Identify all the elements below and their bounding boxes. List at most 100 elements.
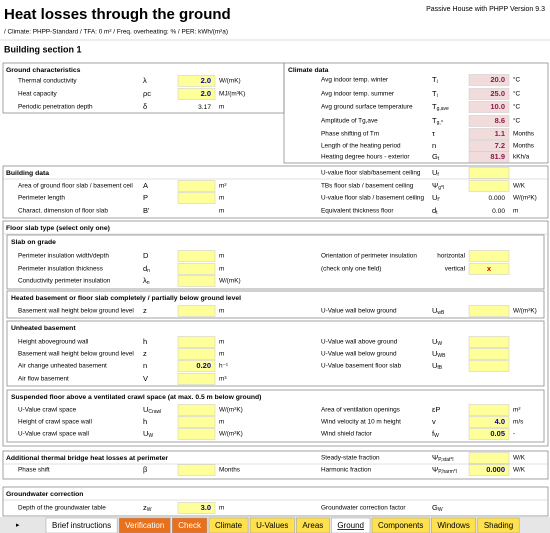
sheet-tab[interactable] <box>331 517 371 533</box>
input-cell[interactable] <box>468 360 510 372</box>
symbol-main: T <box>432 75 437 84</box>
input-cell[interactable] <box>468 250 510 262</box>
section-box <box>283 62 549 164</box>
input-cell[interactable] <box>177 305 216 317</box>
input-cell[interactable] <box>177 404 216 416</box>
title: Heat losses through the ground <box>4 6 231 23</box>
symbol-main: U <box>432 337 437 346</box>
symbol: Ti <box>432 75 438 85</box>
symbol-main: β <box>143 465 148 474</box>
unit: m <box>219 351 224 358</box>
field-label: Perimeter insulation thickness <box>18 266 103 273</box>
symbol: Tg,ave <box>432 102 449 112</box>
sheet-tab[interactable] <box>118 517 171 533</box>
input-cell[interactable] <box>468 305 510 317</box>
sheet-tab-label[interactable]: Ground <box>337 521 364 530</box>
symbol-main: U <box>432 306 437 315</box>
symbol-sub: f <box>437 172 439 178</box>
input-cell[interactable] <box>468 88 510 100</box>
input-cell[interactable] <box>468 180 510 192</box>
symbol-main: ρc <box>143 89 151 98</box>
sheet-tab[interactable] <box>45 517 118 533</box>
sheet-tab[interactable] <box>431 517 477 533</box>
symbol-main: Ψ <box>432 465 438 474</box>
sheet-tab-label[interactable]: Windows <box>437 521 469 530</box>
symbol-main: T <box>432 102 437 111</box>
input-cell[interactable] <box>468 128 510 140</box>
sheet-tab[interactable] <box>249 517 295 533</box>
unit: W/(m²K) <box>513 308 537 315</box>
sheet-tab-label[interactable]: Verification <box>125 521 164 530</box>
input-cell[interactable] <box>468 464 510 476</box>
input-cell[interactable] <box>177 275 216 287</box>
input-cell[interactable] <box>468 101 510 113</box>
field-label: U-value floor slab/basement ceiling <box>321 170 421 177</box>
input-cell[interactable] <box>468 428 510 440</box>
sheet-tab[interactable] <box>371 517 430 533</box>
symbol: v <box>432 417 436 426</box>
section-heading: Climate data <box>288 67 329 74</box>
sheet-tab-label[interactable]: Climate <box>215 521 243 530</box>
symbol-sub: g,ave <box>437 106 449 112</box>
symbol-sub: W <box>438 507 443 513</box>
sheet-tab-label[interactable]: Areas <box>302 521 323 530</box>
sheet-tab[interactable] <box>208 517 249 533</box>
input-cell[interactable] <box>177 88 216 100</box>
input-cell[interactable] <box>177 464 216 476</box>
input-cell[interactable] <box>177 373 216 385</box>
symbol: n <box>432 141 436 150</box>
symbol-sub: WB <box>437 353 446 359</box>
symbol-main: U <box>432 193 437 202</box>
input-cell[interactable] <box>468 348 510 360</box>
input-cell[interactable] <box>177 416 216 428</box>
input-cell[interactable] <box>177 192 216 204</box>
symbol-main: h <box>143 337 147 346</box>
field-value: 4.0 <box>495 417 505 426</box>
input-cell[interactable] <box>177 502 216 514</box>
input-cell[interactable] <box>177 336 216 348</box>
sheet-tab-label[interactable]: Components <box>378 521 423 530</box>
symbol-sub: W <box>437 341 442 347</box>
input-cell[interactable] <box>177 75 216 87</box>
unit: m/s <box>513 419 523 426</box>
input-cell[interactable] <box>177 180 216 192</box>
sheet-tab[interactable] <box>296 517 330 533</box>
section-heading: Ground characteristics <box>6 67 81 74</box>
symbol: P <box>143 193 148 202</box>
sheet-tab-label[interactable]: U-Values <box>256 521 288 530</box>
input-cell[interactable] <box>468 336 510 348</box>
input-cell[interactable] <box>468 151 510 163</box>
input-cell[interactable] <box>468 263 510 275</box>
section-heading: Floor slab type (select only one) <box>6 225 110 232</box>
input-cell[interactable] <box>468 74 510 86</box>
sheet-tab-label[interactable]: Brief instructions <box>52 521 111 530</box>
input-cell[interactable] <box>177 250 216 262</box>
symbol-sub: W <box>147 507 152 513</box>
sheet-tab-label[interactable]: Check <box>178 521 202 530</box>
field-label: Depth of the groundwater table <box>18 505 106 512</box>
input-cell[interactable] <box>177 428 216 440</box>
symbol: Uf <box>432 168 439 178</box>
unit: m <box>219 505 224 512</box>
field-label: Avg indoor temp. winter <box>321 77 389 84</box>
input-cell[interactable] <box>468 452 510 464</box>
sheet-tab[interactable] <box>172 517 208 533</box>
input-cell[interactable] <box>177 360 216 372</box>
input-cell[interactable] <box>468 115 510 127</box>
input-cell[interactable] <box>468 416 510 428</box>
input-cell[interactable] <box>177 263 216 275</box>
section-box <box>6 389 545 443</box>
symbol-main: n <box>432 141 436 150</box>
tab-scroll[interactable]: ▸ <box>16 522 20 529</box>
input-cell[interactable] <box>177 348 216 360</box>
field-label: U-Value basement floor slab <box>321 363 402 370</box>
sheet-tab-label[interactable]: Shading <box>484 521 513 530</box>
field-label: Perimeter insulation width/depth <box>18 253 109 260</box>
input-cell[interactable] <box>468 167 510 179</box>
field-label: Orientation of perimeter insulation <box>321 253 417 260</box>
field-label: Length of the heating period <box>321 143 401 150</box>
sheet-tab[interactable] <box>477 517 520 533</box>
input-cell[interactable] <box>468 404 510 416</box>
field-label: Steady-state fraction <box>321 455 380 462</box>
